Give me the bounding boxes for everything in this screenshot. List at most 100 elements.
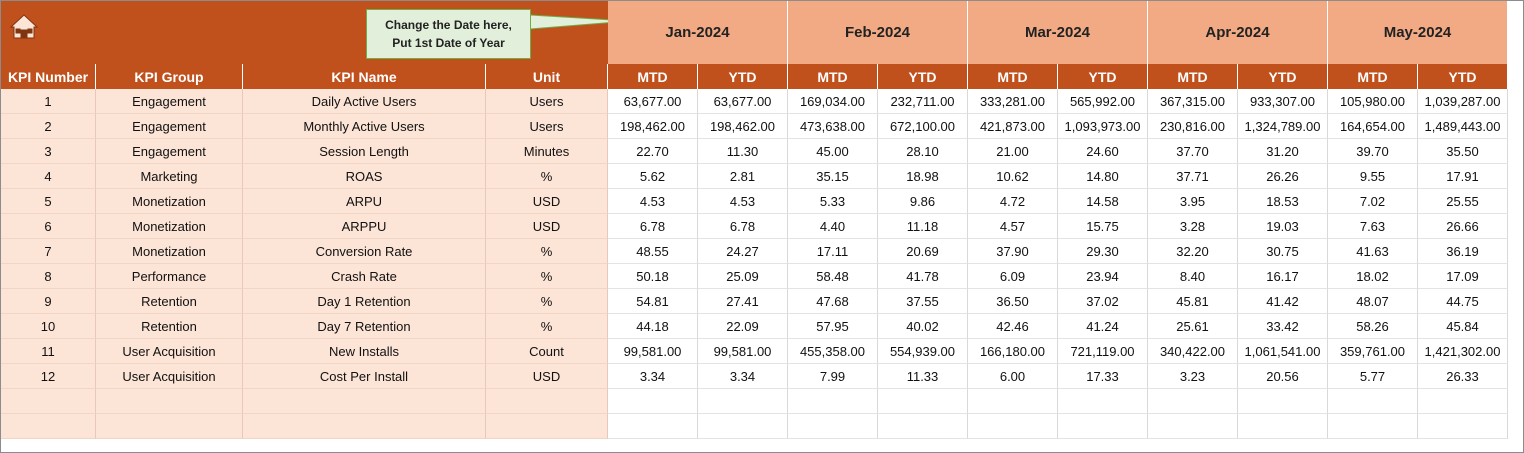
table-cell: 18.02 bbox=[1328, 264, 1418, 289]
table-cell: 45.81 bbox=[1148, 289, 1238, 314]
empty-cell bbox=[1148, 414, 1238, 439]
table-cell: User Acquisition bbox=[96, 339, 243, 364]
table-cell: 10 bbox=[1, 314, 96, 339]
table-cell: 933,307.00 bbox=[1238, 89, 1328, 114]
column-header: KPI Number bbox=[1, 64, 96, 89]
table-cell: 25.61 bbox=[1148, 314, 1238, 339]
table-cell: 17.33 bbox=[1058, 364, 1148, 389]
table-cell: 3.95 bbox=[1148, 189, 1238, 214]
callout-line: Put 1st Date of Year bbox=[392, 36, 505, 50]
table-cell: 6 bbox=[1, 214, 96, 239]
table-cell: 17.91 bbox=[1418, 164, 1508, 189]
table-cell: 1,324,789.00 bbox=[1238, 114, 1328, 139]
table-cell: 17.09 bbox=[1418, 264, 1508, 289]
table-cell: 15.75 bbox=[1058, 214, 1148, 239]
sub-header: MTD bbox=[608, 64, 698, 89]
table-cell: 48.55 bbox=[608, 239, 698, 264]
table-cell: 3.23 bbox=[1148, 364, 1238, 389]
table-cell: User Acquisition bbox=[96, 364, 243, 389]
table-cell: 18.98 bbox=[878, 164, 968, 189]
table-cell: 14.80 bbox=[1058, 164, 1148, 189]
empty-cell bbox=[878, 414, 968, 439]
table-cell: 37.90 bbox=[968, 239, 1058, 264]
table-cell: 23.94 bbox=[1058, 264, 1148, 289]
table-cell: 3.28 bbox=[1148, 214, 1238, 239]
table-cell: 17.11 bbox=[788, 239, 878, 264]
table-cell: 99,581.00 bbox=[698, 339, 788, 364]
empty-cell bbox=[1058, 414, 1148, 439]
table-cell: 44.18 bbox=[608, 314, 698, 339]
table-cell: 19.03 bbox=[1238, 214, 1328, 239]
table-cell: 25.09 bbox=[698, 264, 788, 289]
month-header: Jan-2024 bbox=[608, 1, 788, 64]
sub-header: YTD bbox=[1058, 64, 1148, 89]
table-cell: 26.33 bbox=[1418, 364, 1508, 389]
table-cell: USD bbox=[486, 364, 608, 389]
table-cell: 4.53 bbox=[698, 189, 788, 214]
empty-cell bbox=[1418, 414, 1508, 439]
table-cell: 6.09 bbox=[968, 264, 1058, 289]
table-cell: 4.40 bbox=[788, 214, 878, 239]
empty-cell bbox=[96, 389, 243, 414]
table-cell: 47.68 bbox=[788, 289, 878, 314]
table-cell: 11 bbox=[1, 339, 96, 364]
table-cell: 4.53 bbox=[608, 189, 698, 214]
sub-header: YTD bbox=[698, 64, 788, 89]
table-cell: 35.50 bbox=[1418, 139, 1508, 164]
table-cell: 8.40 bbox=[1148, 264, 1238, 289]
table-cell: 10.62 bbox=[968, 164, 1058, 189]
table-cell: 35.15 bbox=[788, 164, 878, 189]
empty-cell bbox=[878, 389, 968, 414]
table-cell: 28.10 bbox=[878, 139, 968, 164]
table-cell: % bbox=[486, 289, 608, 314]
table-cell: 31.20 bbox=[1238, 139, 1328, 164]
table-cell: 6.78 bbox=[608, 214, 698, 239]
table-cell: 1,039,287.00 bbox=[1418, 89, 1508, 114]
table-cell: 48.07 bbox=[1328, 289, 1418, 314]
table-cell: 36.19 bbox=[1418, 239, 1508, 264]
table-cell: 37.02 bbox=[1058, 289, 1148, 314]
table-cell: 367,315.00 bbox=[1148, 89, 1238, 114]
table-cell: 1 bbox=[1, 89, 96, 114]
table-cell: Marketing bbox=[96, 164, 243, 189]
empty-cell bbox=[968, 414, 1058, 439]
table-cell: Day 1 Retention bbox=[243, 289, 486, 314]
table-cell: 340,422.00 bbox=[1148, 339, 1238, 364]
column-header: KPI Group bbox=[96, 64, 243, 89]
table-cell: Crash Rate bbox=[243, 264, 486, 289]
table-cell: 30.75 bbox=[1238, 239, 1328, 264]
table-cell: 57.95 bbox=[788, 314, 878, 339]
table-cell: 41.78 bbox=[878, 264, 968, 289]
empty-cell bbox=[968, 389, 1058, 414]
table-cell: 58.26 bbox=[1328, 314, 1418, 339]
table-cell: New Installs bbox=[243, 339, 486, 364]
table-cell: 4 bbox=[1, 164, 96, 189]
home-icon[interactable] bbox=[9, 14, 39, 39]
table-cell: 21.00 bbox=[968, 139, 1058, 164]
table-cell: Users bbox=[486, 89, 608, 114]
table-cell: 41.24 bbox=[1058, 314, 1148, 339]
empty-cell bbox=[96, 414, 243, 439]
table-cell: Conversion Rate bbox=[243, 239, 486, 264]
empty-cell bbox=[486, 414, 608, 439]
table-cell: 11.30 bbox=[698, 139, 788, 164]
table-cell: % bbox=[486, 264, 608, 289]
table-cell: 1,093,973.00 bbox=[1058, 114, 1148, 139]
table-cell: 333,281.00 bbox=[968, 89, 1058, 114]
table-cell: 164,654.00 bbox=[1328, 114, 1418, 139]
empty-cell bbox=[1238, 389, 1328, 414]
table-cell: 7.63 bbox=[1328, 214, 1418, 239]
table-cell: 473,638.00 bbox=[788, 114, 878, 139]
table-cell: 7 bbox=[1, 239, 96, 264]
empty-cell bbox=[608, 414, 698, 439]
table-cell: 20.69 bbox=[878, 239, 968, 264]
table-cell: 230,816.00 bbox=[1148, 114, 1238, 139]
empty-cell bbox=[698, 389, 788, 414]
table-cell: ROAS bbox=[243, 164, 486, 189]
table-cell: 18.53 bbox=[1238, 189, 1328, 214]
table-cell: Engagement bbox=[96, 139, 243, 164]
table-cell: 42.46 bbox=[968, 314, 1058, 339]
empty-cell bbox=[608, 389, 698, 414]
table-cell: 6.00 bbox=[968, 364, 1058, 389]
